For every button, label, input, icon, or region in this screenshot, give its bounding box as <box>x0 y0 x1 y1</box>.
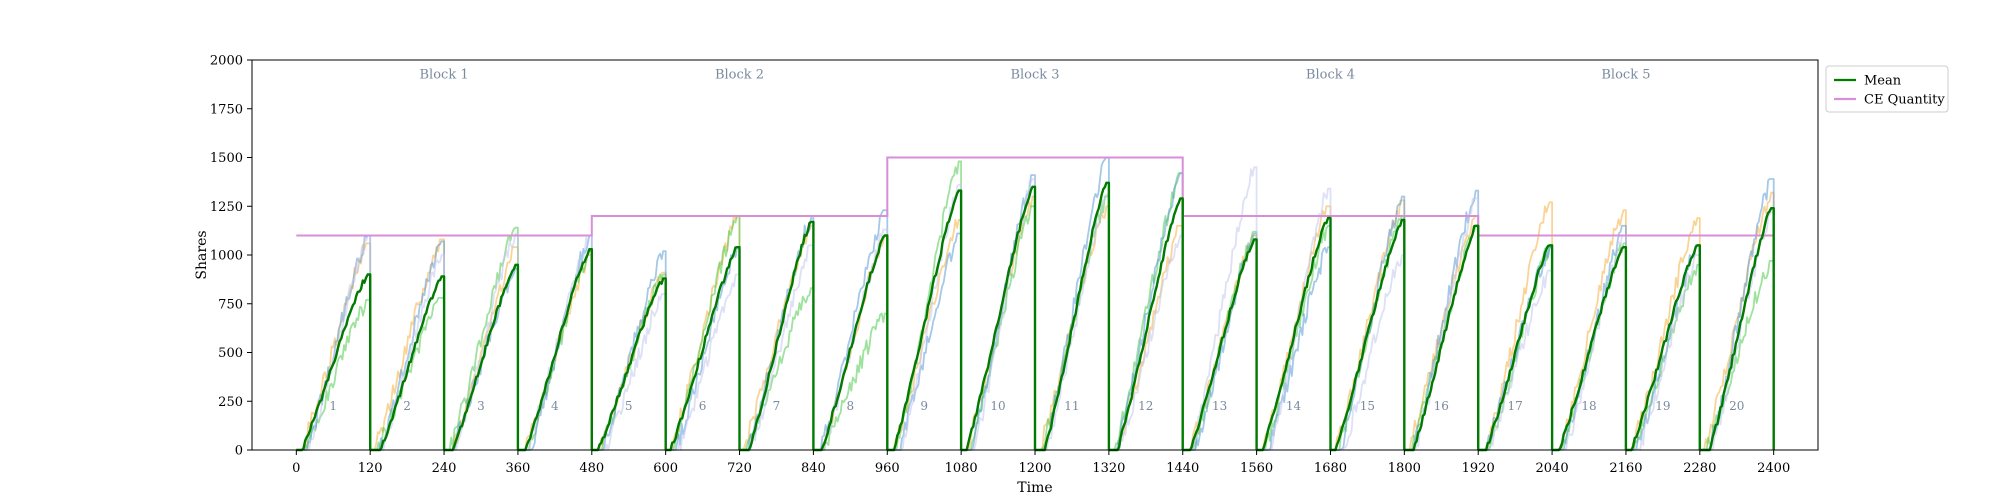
mean-line <box>296 181 1775 452</box>
period-label: 19 <box>1655 399 1670 413</box>
x-axis: 0 120 240 360 480 600 720 840 960 1080 1200 1320 144… <box>292 450 1790 476</box>
block-label: Block 4 <box>1306 68 1355 83</box>
y-tick-label: 0 <box>235 444 243 459</box>
period-label: 14 <box>1286 399 1302 413</box>
period-label: 17 <box>1508 399 1523 413</box>
period-label: 16 <box>1434 399 1449 413</box>
period-label: 13 <box>1212 399 1227 413</box>
period-label: 12 <box>1138 399 1153 413</box>
period-label: 18 <box>1581 399 1596 413</box>
x-axis-title: Time <box>1017 480 1052 496</box>
y-tick-label: 1500 <box>210 151 243 166</box>
period-label: 9 <box>920 399 928 413</box>
y-tick-label: 750 <box>218 297 243 312</box>
block-label: Block 5 <box>1601 68 1650 83</box>
y-tick-label: 500 <box>218 346 243 361</box>
x-tick-label: 360 <box>506 461 531 476</box>
period-label: 20 <box>1729 399 1744 413</box>
y-tick-label: 1750 <box>210 102 243 117</box>
block-label: Block 2 <box>715 68 764 83</box>
x-tick-label: 1920 <box>1462 461 1495 476</box>
x-tick-label: 0 <box>292 461 300 476</box>
x-tick-label: 2160 <box>1609 461 1642 476</box>
period-label: 6 <box>699 399 707 413</box>
y-tick-label: 1250 <box>210 200 243 215</box>
x-tick-label: 120 <box>358 461 383 476</box>
plot-area: Block 1 Block 2 Block 3 Block 4 Block 51 2 3 4 5… <box>296 68 1775 452</box>
period-label: 15 <box>1360 399 1375 413</box>
period-label: 7 <box>773 399 781 413</box>
x-tick-label: 2280 <box>1683 461 1716 476</box>
period-label: 2 <box>403 399 411 413</box>
x-tick-label: 720 <box>727 461 752 476</box>
x-tick-label: 840 <box>801 461 826 476</box>
x-tick-label: 1080 <box>945 461 978 476</box>
period-label: 4 <box>551 399 559 413</box>
period-label: 11 <box>1064 399 1079 413</box>
legend-label: CE Quantity <box>1864 93 1945 108</box>
x-tick-label: 1560 <box>1240 461 1273 476</box>
legend: Mean CE Quantity <box>1825 65 1949 113</box>
x-tick-label: 2400 <box>1757 461 1790 476</box>
period-label: 8 <box>847 399 855 413</box>
y-tick-label: 250 <box>218 395 243 410</box>
x-tick-label: 480 <box>579 461 604 476</box>
x-tick-label: 1200 <box>1018 461 1051 476</box>
x-tick-label: 2040 <box>1536 461 1569 476</box>
x-tick-label: 1440 <box>1166 461 1199 476</box>
period-label: 10 <box>990 399 1005 413</box>
y-tick-label: 1000 <box>210 249 243 264</box>
x-tick-label: 1800 <box>1388 461 1421 476</box>
period-label: 1 <box>329 399 337 413</box>
block-label: Block 3 <box>1010 68 1059 83</box>
y-tick-label: 2000 <box>210 54 243 69</box>
legend-label: Mean <box>1864 74 1902 89</box>
x-tick-label: 240 <box>432 461 457 476</box>
legend-box <box>1825 65 1949 113</box>
x-tick-label: 1680 <box>1314 461 1347 476</box>
period-label: 5 <box>625 399 633 413</box>
y-axis-title: Shares <box>194 230 210 279</box>
block-label: Block 1 <box>420 68 469 83</box>
x-tick-label: 1320 <box>1092 461 1125 476</box>
y-axis: 0 250 500 750 1000 1250 1500 1750 2000 <box>210 54 252 459</box>
x-tick-label: 960 <box>875 461 900 476</box>
x-tick-label: 600 <box>653 461 678 476</box>
period-label: 3 <box>477 399 485 413</box>
